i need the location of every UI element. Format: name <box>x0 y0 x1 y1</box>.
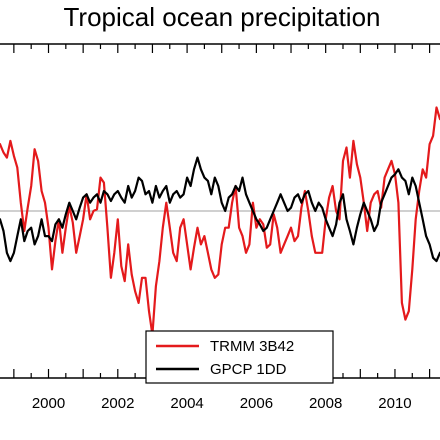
x-axis: 2000 2002 2004 2006 2008 2010 <box>13 44 431 412</box>
x-tick-label: 2010 <box>378 395 411 412</box>
series-lines <box>0 106 440 336</box>
x-tick-label: 2000 <box>32 395 65 412</box>
legend: TRMM 3B42 GPCP 1DD <box>145 330 334 384</box>
x-tick-label: 2006 <box>240 395 273 412</box>
x-tick-label: 2008 <box>309 395 342 412</box>
series-line-gpcp-1dd <box>0 156 440 263</box>
legend-label: TRMM 3B42 <box>210 338 294 355</box>
x-tick-label: 2004 <box>170 395 203 412</box>
x-tick-label: 2002 <box>101 395 134 412</box>
legend-box <box>145 330 334 384</box>
chart-title: Tropical ocean precipitation <box>64 2 381 32</box>
series-line-trmm-3b42 <box>0 106 440 336</box>
legend-label: GPCP 1DD <box>210 361 287 378</box>
